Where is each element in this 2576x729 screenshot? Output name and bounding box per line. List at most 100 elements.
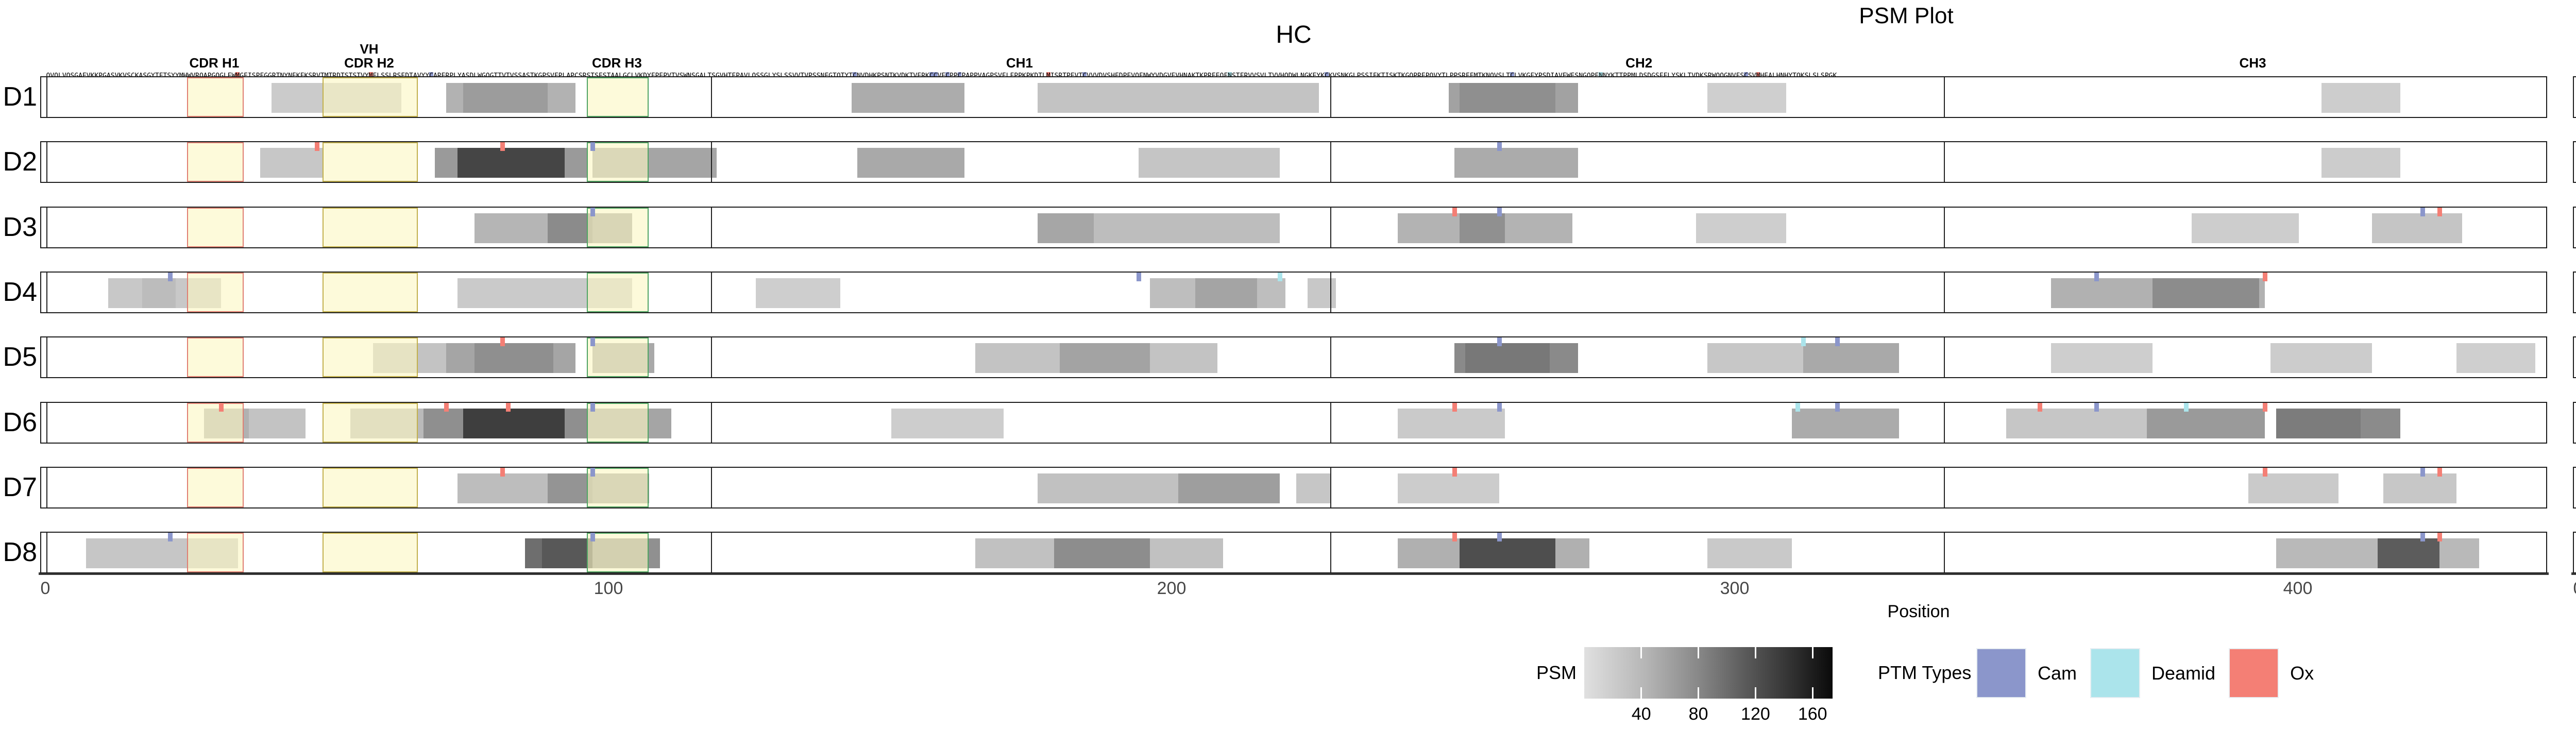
ptm-mark-cam	[1137, 272, 1142, 281]
psm-bar	[1454, 148, 1578, 178]
psm-bar	[260, 148, 323, 178]
row-label-d6: D6	[3, 407, 37, 437]
ptm-mark-ox	[1452, 402, 1457, 412]
ox-label: Ox	[2290, 662, 2314, 684]
deamid-swatch	[2090, 648, 2141, 698]
psm-scale-tick-label: 120	[1741, 704, 1770, 724]
ptm-mark-cam	[2420, 533, 2426, 542]
psm-bar	[1707, 538, 1792, 569]
domain-boundary	[46, 337, 47, 378]
domain-boundary	[710, 533, 712, 573]
chart-title: PSM Plot	[1859, 3, 1954, 28]
domain-boundary	[46, 142, 47, 182]
cdr-box-cdr-h2	[322, 142, 418, 182]
ptm-mark-ox	[2263, 467, 2268, 477]
psm-bar	[457, 473, 593, 503]
cdr-box-cdr-h1	[187, 142, 244, 182]
ptm-mark-cam	[1835, 337, 1840, 347]
region-label-ch1: CH1	[1006, 55, 1033, 71]
ptm-mark-cam	[590, 207, 596, 216]
track-d8-lc	[2573, 532, 2576, 574]
track-d5-lc	[2573, 336, 2576, 379]
psm-bar	[1792, 408, 1899, 438]
x-tick-label-lc-0: 0	[2573, 579, 2576, 598]
cdr-box-cdr-h3	[587, 77, 649, 117]
cdr-box-cdr-h2	[322, 207, 418, 247]
ptm-mark-ox	[1452, 207, 1457, 216]
ptm-mark-cam	[590, 402, 596, 412]
cdr-box-cdr-h2	[322, 533, 418, 573]
psm-bar	[2372, 213, 2462, 243]
cdr-box-cdr-h2	[322, 467, 418, 507]
domain-boundary	[1330, 467, 1332, 507]
psm-bar-core	[2378, 538, 2440, 569]
ptm-legend-label: PTM Types	[1878, 662, 1972, 683]
psm-bar-core	[1054, 538, 1150, 569]
psm-bar-core	[463, 408, 565, 438]
domain-boundary	[1330, 337, 1332, 378]
psm-bar-core	[1460, 83, 1556, 113]
psm-scale-tick	[1698, 687, 1700, 699]
psm-bar	[2051, 278, 2265, 308]
domain-boundary	[710, 142, 712, 182]
domain-boundary	[710, 77, 712, 117]
ptm-mark-cam	[2094, 272, 2099, 281]
ptm-mark-deamid	[1801, 337, 1806, 347]
track-d4-lc	[2573, 271, 2576, 313]
psm-scale-tick	[1698, 647, 1700, 658]
track-d3-hc	[40, 206, 2547, 248]
cdr-box-cdr-h2	[322, 337, 418, 378]
track-d1-lc	[2573, 76, 2576, 118]
psm-bar-core	[2146, 408, 2265, 438]
domain-boundary	[1330, 207, 1332, 247]
x-axis-line-lc	[2571, 572, 2576, 575]
psm-bar	[2321, 148, 2400, 178]
psm-bar	[2456, 343, 2536, 374]
ptm-mark-cam	[1497, 337, 1502, 347]
psm-bar	[446, 343, 576, 374]
ptm-mark-ox	[500, 337, 505, 347]
cdr-box-cdr-h3	[587, 207, 649, 247]
psm-bar-core	[474, 343, 553, 374]
domain-boundary	[1944, 467, 1945, 507]
psm-gradient-bar	[1584, 647, 1833, 699]
row-label-d7: D7	[3, 472, 37, 502]
psm-scale-tick	[1754, 687, 1756, 699]
cdr-box-cdr-h1	[187, 77, 244, 117]
ptm-mark-cam	[2420, 207, 2426, 216]
domain-boundary	[46, 77, 47, 117]
ptm-legend-items: Cam Deamid Ox	[1976, 648, 2327, 698]
psm-scale-tick-label: 40	[1631, 704, 1651, 724]
row-label-d1: D1	[3, 82, 37, 112]
cdr-box-cdr-h3	[587, 402, 649, 443]
region-label-ch2: CH2	[1625, 55, 1653, 71]
psm-scale-tick	[1640, 687, 1642, 699]
x-axis-line-hc	[39, 572, 2549, 575]
psm-bar	[851, 83, 964, 113]
row-label-d5: D5	[3, 342, 37, 372]
psm-bar	[86, 538, 199, 569]
ptm-mark-ox	[1452, 533, 1457, 542]
ptm-mark-ox	[500, 467, 505, 477]
psm-bar	[1398, 408, 1505, 438]
domain-boundary	[1944, 142, 1945, 182]
psm-bar-core	[1195, 278, 1257, 308]
domain-boundary	[1330, 533, 1332, 573]
psm-bar-core	[1460, 213, 1505, 243]
domain-boundary	[710, 207, 712, 247]
x-tick-label-hc-100: 100	[594, 579, 623, 598]
psm-bar	[2276, 408, 2400, 438]
track-d3-lc	[2573, 206, 2576, 248]
psm-bar-core	[1060, 343, 1150, 374]
domain-boundary	[1330, 142, 1332, 182]
row-label-d3: D3	[3, 212, 37, 242]
ptm-mark-ox	[2263, 402, 2268, 412]
domain-boundary	[710, 402, 712, 443]
psm-bar-core	[1465, 343, 1550, 374]
ptm-mark-deamid	[1277, 272, 1282, 281]
psm-bar	[435, 148, 587, 178]
cam-swatch	[1976, 648, 2026, 698]
ptm-mark-ox	[500, 142, 505, 151]
ptm-mark-cam	[1835, 402, 1840, 412]
